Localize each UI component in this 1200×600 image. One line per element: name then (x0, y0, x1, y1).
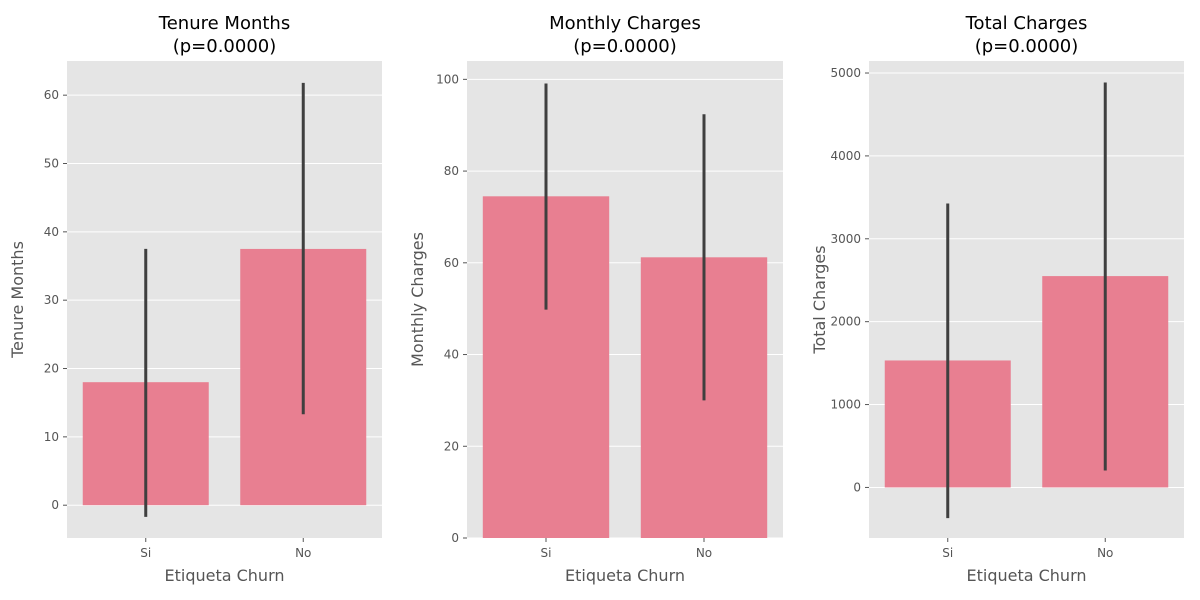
y-tick-label: 1000 (830, 398, 861, 412)
y-axis-label: Total Charges (810, 245, 829, 354)
y-tick-label: 80 (444, 164, 459, 178)
chart-title: Total Charges (965, 13, 1088, 34)
y-tick-label: 20 (44, 362, 59, 376)
chart-subtitle: (p=0.0000) (173, 36, 277, 57)
y-tick-label: 60 (444, 256, 459, 270)
x-axis-label: Etiqueta Churn (966, 566, 1086, 585)
x-tick-label: No (295, 546, 311, 560)
x-tick-label: No (1097, 546, 1113, 560)
y-tick-label: 100 (436, 72, 459, 86)
chart-title: Monthly Charges (549, 13, 701, 34)
y-axis-label: Monthly Charges (408, 232, 427, 367)
y-tick-label: 60 (44, 88, 59, 102)
y-tick-label: 40 (44, 225, 59, 239)
y-tick-label: 20 (444, 439, 459, 453)
x-axis-label: Etiqueta Churn (565, 566, 685, 585)
x-axis-label: Etiqueta Churn (164, 566, 284, 585)
y-tick-label: 0 (853, 480, 861, 494)
y-tick-label: 3000 (830, 232, 861, 246)
chart-title: Tenure Months (158, 13, 290, 34)
y-tick-label: 5000 (830, 66, 861, 80)
y-tick-label: 30 (44, 293, 59, 307)
chart-subtitle: (p=0.0000) (573, 36, 677, 57)
y-tick-label: 0 (51, 498, 59, 512)
y-tick-label: 40 (444, 348, 459, 362)
chart-subtitle: (p=0.0000) (975, 36, 1079, 57)
y-axis-label: Tenure Months (8, 241, 27, 359)
x-tick-label: Si (140, 546, 151, 560)
x-tick-label: Si (541, 546, 552, 560)
x-tick-label: No (696, 546, 712, 560)
y-tick-label: 4000 (830, 149, 861, 163)
y-tick-label: 10 (44, 430, 59, 444)
y-tick-label: 0 (451, 531, 459, 545)
y-tick-label: 50 (44, 157, 59, 171)
x-tick-label: Si (942, 546, 953, 560)
y-tick-label: 2000 (830, 315, 861, 329)
